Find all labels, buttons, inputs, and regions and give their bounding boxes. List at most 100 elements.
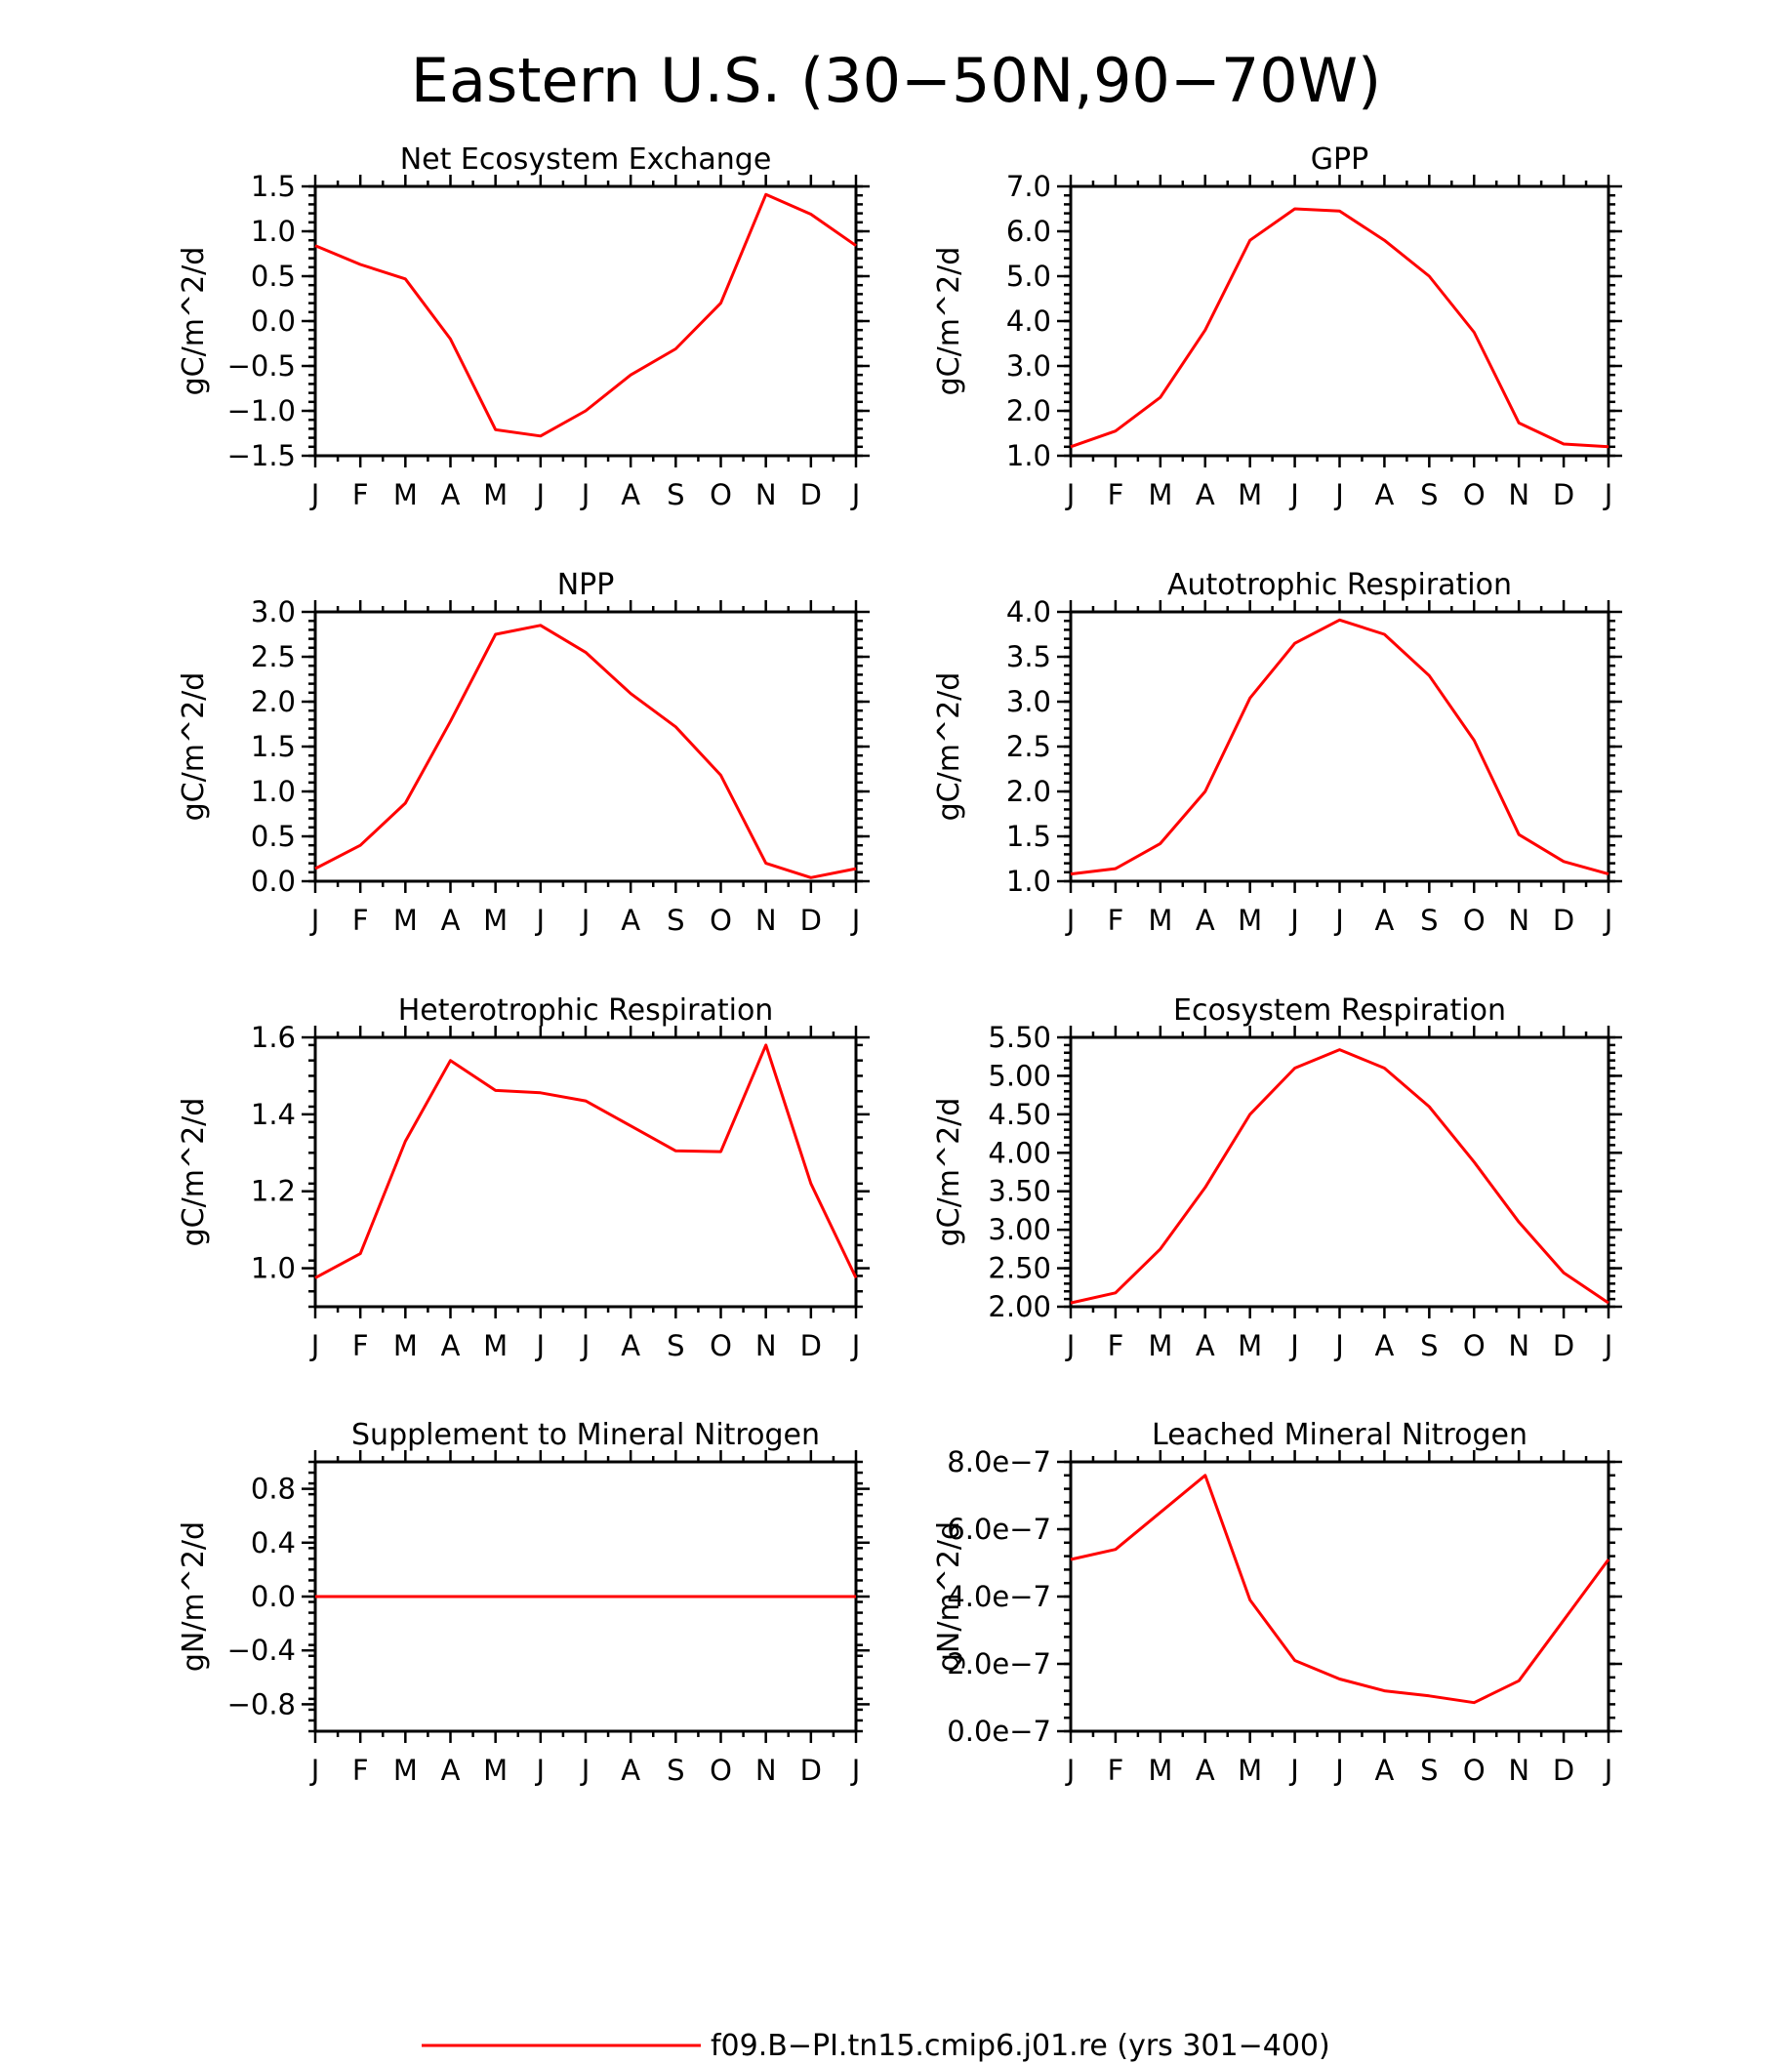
- x-tick-label: J: [1603, 1754, 1613, 1787]
- y-tick-label: 3.0: [1006, 349, 1051, 383]
- x-tick-label: N: [1508, 1754, 1529, 1787]
- x-tick-label: O: [710, 478, 732, 511]
- x-tick-label: J: [1065, 1329, 1076, 1362]
- figure-title: Eastern U.S. (30−50N,90−70W): [411, 45, 1381, 116]
- x-tick-label: D: [800, 1329, 822, 1362]
- x-tick-label: J: [1288, 904, 1299, 937]
- x-tick-label: N: [1508, 904, 1529, 937]
- x-tick-label: J: [1603, 904, 1613, 937]
- x-tick-label: M: [1148, 478, 1172, 511]
- x-tick-label: J: [309, 478, 320, 511]
- y-axis-label: gN/m^2/d: [932, 1521, 966, 1672]
- x-tick-label: A: [441, 1754, 461, 1787]
- chart-title: Supplement to Mineral Nitrogen: [351, 1418, 820, 1452]
- x-tick-label: M: [1148, 904, 1172, 937]
- series-line-1: [1070, 1474, 1610, 1705]
- x-tick-label: N: [755, 904, 777, 937]
- y-tick-label: 6.0: [1006, 215, 1051, 248]
- y-axis-label: gC/m^2/d: [177, 1098, 211, 1247]
- x-tick-label: M: [483, 1329, 508, 1362]
- x-tick-label: O: [1463, 904, 1486, 937]
- x-tick-label: M: [1238, 1754, 1262, 1787]
- x-tick-label: A: [1374, 1754, 1394, 1787]
- y-axis-label: gC/m^2/d: [177, 672, 211, 822]
- x-tick-label: D: [800, 1754, 822, 1787]
- x-tick-label: J: [1288, 1329, 1299, 1362]
- plot-frame: [1069, 1460, 1610, 1733]
- y-tick-label: 1.0: [1006, 865, 1051, 898]
- chart-title: Ecosystem Respiration: [1173, 993, 1506, 1028]
- y-tick-label: −0.4: [227, 1634, 296, 1667]
- x-tick-label: F: [1108, 478, 1124, 511]
- chart-title: Heterotrophic Respiration: [398, 993, 774, 1028]
- x-tick-label: O: [1463, 1754, 1486, 1787]
- x-tick-label: J: [1065, 478, 1076, 511]
- y-tick-label: 1.5: [251, 730, 296, 763]
- y-tick-label: 0.8: [251, 1473, 296, 1506]
- x-tick-label: O: [710, 1754, 732, 1787]
- x-tick-label: N: [755, 1329, 777, 1362]
- x-tick-label: S: [1420, 904, 1438, 937]
- x-tick-label: J: [850, 1754, 861, 1787]
- x-tick-label: A: [441, 478, 461, 511]
- y-tick-label: 5.00: [988, 1059, 1051, 1092]
- y-tick-label: 8.0e−7: [947, 1445, 1051, 1478]
- y-tick-label: −0.8: [227, 1687, 296, 1720]
- plot-frame: [313, 1035, 858, 1309]
- x-tick-label: J: [1603, 478, 1613, 511]
- x-tick-label: F: [352, 478, 369, 511]
- x-tick-label: J: [850, 478, 861, 511]
- x-tick-label: A: [621, 478, 640, 511]
- y-tick-label: 4.50: [988, 1098, 1051, 1131]
- series-line-1: [1070, 1048, 1609, 1305]
- y-tick-label: 3.00: [988, 1213, 1051, 1246]
- x-tick-label: F: [1108, 904, 1124, 937]
- y-tick-label: 3.5: [1006, 640, 1051, 673]
- y-tick-label: 2.0e−7: [947, 1647, 1051, 1680]
- legend-label: f09.B−PI.tn15.cmip6.j01.re (yrs 301−400): [711, 2029, 1330, 2063]
- y-tick-label: 0.0: [251, 304, 296, 338]
- x-tick-label: J: [580, 478, 591, 511]
- chart-title: Leached Mineral Nitrogen: [1152, 1418, 1527, 1452]
- y-tick-label: 1.0: [1006, 439, 1051, 472]
- y-tick-label: 0.0: [251, 865, 296, 898]
- x-tick-label: A: [621, 1754, 640, 1787]
- y-tick-label: 1.0: [251, 215, 296, 248]
- x-tick-label: S: [1420, 478, 1438, 511]
- x-tick-label: A: [621, 904, 640, 937]
- x-tick-label: J: [850, 904, 861, 937]
- y-axis-label: gC/m^2/d: [177, 247, 211, 396]
- x-tick-label: N: [755, 478, 777, 511]
- x-tick-label: J: [1065, 904, 1076, 937]
- x-tick-label: N: [755, 1754, 777, 1787]
- y-tick-label: 0.5: [251, 820, 296, 853]
- y-tick-label: 2.00: [988, 1290, 1051, 1323]
- x-tick-label: F: [1108, 1329, 1124, 1362]
- y-tick-label: −1.0: [227, 394, 296, 427]
- y-tick-label: 3.0: [251, 595, 296, 628]
- plot-frame: [1069, 1035, 1610, 1309]
- x-tick-label: J: [580, 1329, 591, 1362]
- chart-title: Net Ecosystem Exchange: [400, 142, 772, 177]
- x-tick-label: J: [1333, 1329, 1344, 1362]
- y-axis-label: gC/m^2/d: [932, 672, 966, 822]
- x-tick-label: O: [710, 1329, 732, 1362]
- y-tick-label: 2.5: [251, 640, 296, 673]
- x-tick-label: D: [1553, 478, 1574, 511]
- y-axis-label: gC/m^2/d: [932, 247, 966, 396]
- x-tick-label: J: [580, 1754, 591, 1787]
- y-tick-label: 5.0: [1006, 260, 1051, 293]
- y-tick-label: 4.0: [1006, 304, 1051, 338]
- x-tick-label: S: [667, 904, 684, 937]
- y-tick-label: 1.6: [251, 1021, 296, 1054]
- y-tick-label: 2.50: [988, 1252, 1051, 1285]
- y-tick-label: 7.0: [1006, 170, 1051, 203]
- x-tick-label: J: [535, 1754, 546, 1787]
- y-tick-label: 3.0: [1006, 685, 1051, 718]
- x-tick-label: D: [1553, 1329, 1574, 1362]
